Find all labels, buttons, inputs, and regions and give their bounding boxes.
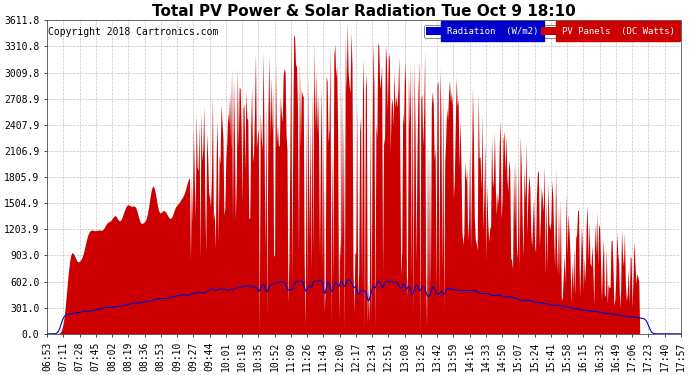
- Text: Copyright 2018 Cartronics.com: Copyright 2018 Cartronics.com: [48, 27, 219, 37]
- Title: Total PV Power & Solar Radiation Tue Oct 9 18:10: Total PV Power & Solar Radiation Tue Oct…: [152, 4, 576, 19]
- Legend: Radiation  (W/m2), PV Panels  (DC Watts): Radiation (W/m2), PV Panels (DC Watts): [424, 25, 676, 38]
